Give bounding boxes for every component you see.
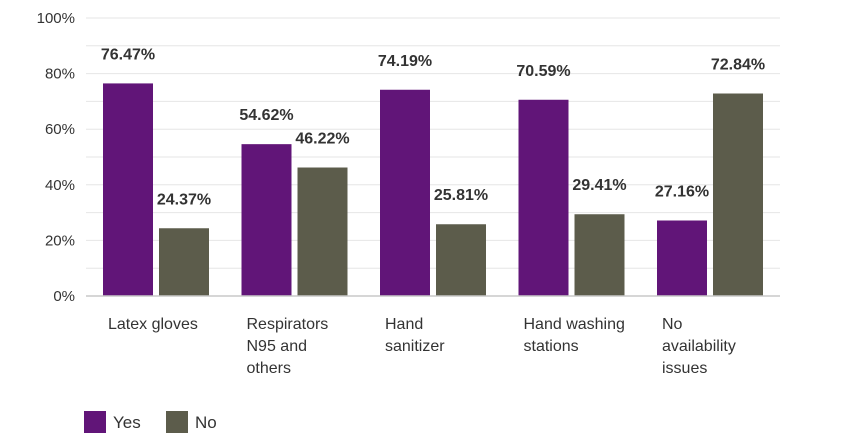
- bar-yes-0: [103, 83, 153, 297]
- x-category-label: No availability issues: [662, 316, 736, 377]
- data-label: 24.37%: [157, 191, 211, 208]
- data-labels: 76.47% 24.37% 54.62%46.22% 74.19% 25.81% 70.5…: [101, 46, 765, 208]
- data-label: 29.41%: [572, 177, 626, 194]
- data-label: 70.59%: [516, 63, 570, 80]
- y-tick-label: 0%: [53, 288, 75, 305]
- legend-swatch-yes: [84, 411, 106, 433]
- bars: [103, 83, 763, 297]
- bar-no-3: [574, 214, 625, 296]
- x-category-label: Hand sanitizer: [385, 316, 445, 355]
- data-label: 54.62%: [239, 107, 293, 124]
- bar-no-4: [713, 93, 763, 297]
- data-label: 27.16%: [655, 183, 709, 200]
- x-axis-categories: Latex gloves Respirators N95 and others Hand…: [108, 316, 736, 377]
- y-tick-label: 60%: [45, 121, 75, 138]
- x-category-label: Respirators N95 and others: [247, 316, 329, 377]
- bar-yes-3: [518, 99, 569, 296]
- x-category-label: Hand washing stations: [524, 316, 625, 355]
- bar-yes-1: [241, 144, 292, 296]
- data-label: 72.84%: [711, 57, 765, 74]
- bar-no-0: [159, 228, 209, 296]
- y-axis-ticks: 0% 20% 40% 60% 80% 100%: [37, 10, 75, 305]
- y-tick-label: 20%: [45, 232, 75, 249]
- x-category-label: Latex gloves: [108, 316, 198, 333]
- data-label: 76.47%: [101, 46, 155, 63]
- bar-no-1: [297, 167, 348, 296]
- legend-swatch-no: [166, 411, 188, 433]
- y-tick-label: 40%: [45, 177, 75, 194]
- legend-label-yes: Yes: [113, 413, 141, 432]
- bar-yes-2: [380, 89, 430, 296]
- bar-yes-4: [657, 220, 707, 296]
- legend: Yes No: [84, 411, 217, 433]
- y-tick-label: 100%: [37, 10, 75, 27]
- data-label: 74.19%: [378, 53, 432, 70]
- data-label: 25.81%: [434, 187, 488, 204]
- bar-no-2: [436, 224, 486, 296]
- data-label: 46.22%: [295, 131, 349, 148]
- legend-label-no: No: [195, 413, 217, 432]
- y-tick-label: 80%: [45, 66, 75, 83]
